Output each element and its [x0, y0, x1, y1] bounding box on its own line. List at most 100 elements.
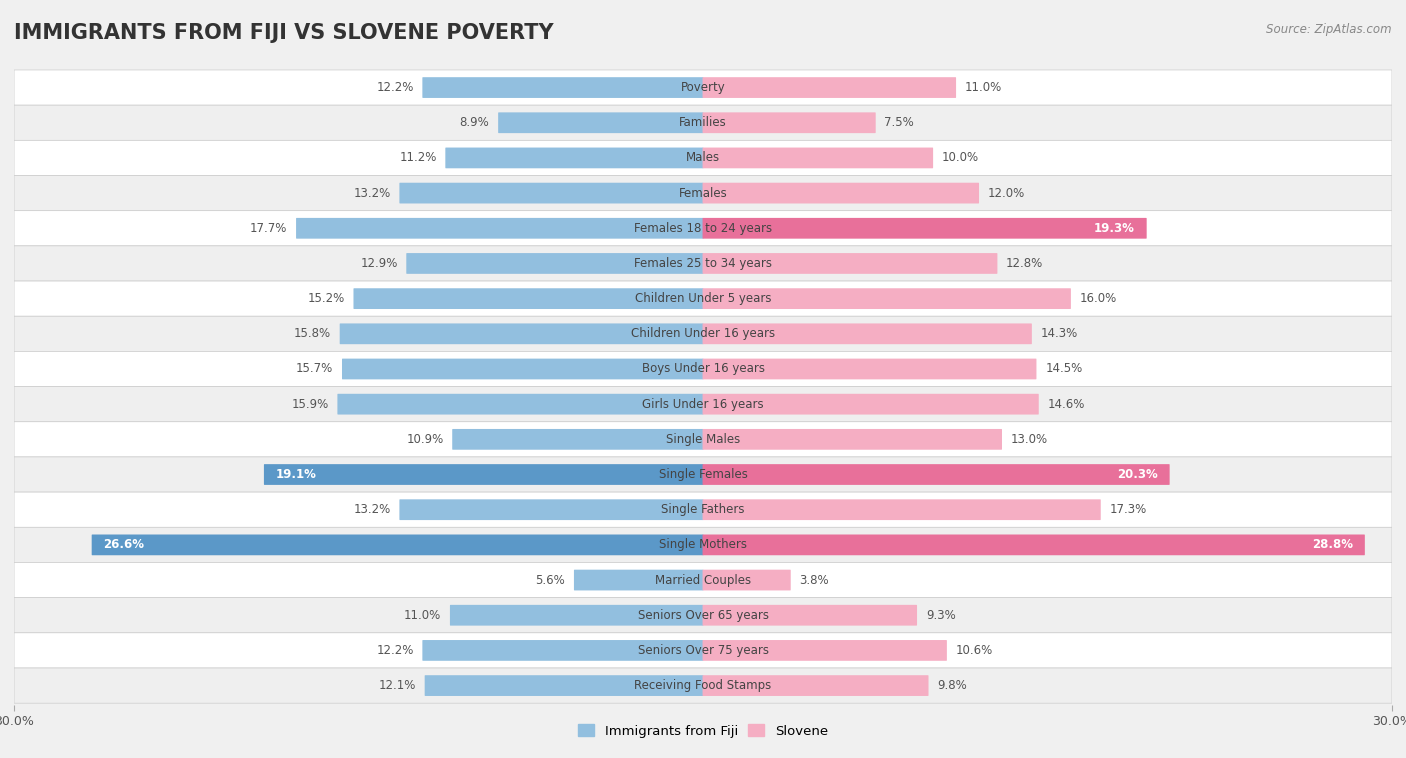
FancyBboxPatch shape	[703, 500, 1101, 520]
FancyBboxPatch shape	[406, 253, 703, 274]
Text: 16.0%: 16.0%	[1080, 292, 1116, 305]
FancyBboxPatch shape	[399, 183, 703, 203]
Text: 10.0%: 10.0%	[942, 152, 979, 164]
Text: Receiving Food Stamps: Receiving Food Stamps	[634, 679, 772, 692]
Text: 11.2%: 11.2%	[399, 152, 437, 164]
FancyBboxPatch shape	[453, 429, 703, 449]
Text: 12.8%: 12.8%	[1007, 257, 1043, 270]
FancyBboxPatch shape	[703, 77, 956, 98]
Text: 12.0%: 12.0%	[988, 186, 1025, 199]
FancyBboxPatch shape	[14, 597, 1392, 633]
FancyBboxPatch shape	[703, 394, 1039, 415]
FancyBboxPatch shape	[14, 457, 1392, 492]
Text: 13.0%: 13.0%	[1011, 433, 1047, 446]
Text: 17.7%: 17.7%	[250, 222, 287, 235]
Text: 10.9%: 10.9%	[406, 433, 443, 446]
Text: Females 18 to 24 years: Females 18 to 24 years	[634, 222, 772, 235]
Text: Children Under 16 years: Children Under 16 years	[631, 327, 775, 340]
Text: 15.2%: 15.2%	[308, 292, 344, 305]
FancyBboxPatch shape	[14, 281, 1392, 316]
FancyBboxPatch shape	[703, 148, 934, 168]
FancyBboxPatch shape	[264, 464, 703, 485]
FancyBboxPatch shape	[703, 429, 1002, 449]
Text: Females: Females	[679, 186, 727, 199]
Text: Females 25 to 34 years: Females 25 to 34 years	[634, 257, 772, 270]
Text: 20.3%: 20.3%	[1116, 468, 1157, 481]
Text: 12.1%: 12.1%	[378, 679, 416, 692]
Text: 19.3%: 19.3%	[1094, 222, 1135, 235]
Text: 13.2%: 13.2%	[353, 186, 391, 199]
FancyBboxPatch shape	[14, 211, 1392, 246]
FancyBboxPatch shape	[14, 421, 1392, 457]
FancyBboxPatch shape	[14, 176, 1392, 211]
Text: 14.5%: 14.5%	[1045, 362, 1083, 375]
FancyBboxPatch shape	[353, 288, 703, 309]
FancyBboxPatch shape	[342, 359, 703, 379]
FancyBboxPatch shape	[14, 633, 1392, 668]
Text: Single Fathers: Single Fathers	[661, 503, 745, 516]
FancyBboxPatch shape	[450, 605, 703, 625]
Text: Single Mothers: Single Mothers	[659, 538, 747, 551]
FancyBboxPatch shape	[399, 500, 703, 520]
FancyBboxPatch shape	[14, 352, 1392, 387]
Text: 11.0%: 11.0%	[404, 609, 441, 622]
FancyBboxPatch shape	[703, 253, 997, 274]
Text: 12.2%: 12.2%	[377, 81, 413, 94]
Text: Poverty: Poverty	[681, 81, 725, 94]
FancyBboxPatch shape	[703, 464, 1170, 485]
FancyBboxPatch shape	[297, 218, 703, 239]
Text: 15.7%: 15.7%	[297, 362, 333, 375]
Text: Males: Males	[686, 152, 720, 164]
FancyBboxPatch shape	[422, 77, 703, 98]
FancyBboxPatch shape	[498, 112, 703, 133]
FancyBboxPatch shape	[14, 246, 1392, 281]
FancyBboxPatch shape	[703, 605, 917, 625]
FancyBboxPatch shape	[14, 668, 1392, 703]
Text: Girls Under 16 years: Girls Under 16 years	[643, 398, 763, 411]
FancyBboxPatch shape	[340, 324, 703, 344]
FancyBboxPatch shape	[91, 534, 703, 556]
Text: 11.0%: 11.0%	[965, 81, 1002, 94]
Text: 19.1%: 19.1%	[276, 468, 316, 481]
Text: Seniors Over 75 years: Seniors Over 75 years	[637, 644, 769, 657]
Text: 15.9%: 15.9%	[291, 398, 329, 411]
Text: IMMIGRANTS FROM FIJI VS SLOVENE POVERTY: IMMIGRANTS FROM FIJI VS SLOVENE POVERTY	[14, 23, 554, 42]
Text: Seniors Over 65 years: Seniors Over 65 years	[637, 609, 769, 622]
Text: 28.8%: 28.8%	[1312, 538, 1353, 551]
FancyBboxPatch shape	[703, 218, 1147, 239]
Text: 26.6%: 26.6%	[104, 538, 145, 551]
FancyBboxPatch shape	[703, 324, 1032, 344]
FancyBboxPatch shape	[14, 528, 1392, 562]
FancyBboxPatch shape	[703, 359, 1036, 379]
FancyBboxPatch shape	[425, 675, 703, 696]
FancyBboxPatch shape	[14, 316, 1392, 352]
Text: 15.8%: 15.8%	[294, 327, 330, 340]
FancyBboxPatch shape	[14, 140, 1392, 176]
Text: Boys Under 16 years: Boys Under 16 years	[641, 362, 765, 375]
Text: 3.8%: 3.8%	[800, 574, 830, 587]
Text: Children Under 5 years: Children Under 5 years	[634, 292, 772, 305]
FancyBboxPatch shape	[703, 288, 1071, 309]
FancyBboxPatch shape	[14, 387, 1392, 421]
Text: Married Couples: Married Couples	[655, 574, 751, 587]
FancyBboxPatch shape	[703, 112, 876, 133]
Text: 8.9%: 8.9%	[460, 116, 489, 130]
FancyBboxPatch shape	[703, 534, 1365, 556]
Text: Families: Families	[679, 116, 727, 130]
Text: 10.6%: 10.6%	[956, 644, 993, 657]
Text: 7.5%: 7.5%	[884, 116, 914, 130]
Text: 12.2%: 12.2%	[377, 644, 413, 657]
FancyBboxPatch shape	[703, 675, 928, 696]
FancyBboxPatch shape	[14, 562, 1392, 597]
Text: Single Males: Single Males	[666, 433, 740, 446]
FancyBboxPatch shape	[703, 570, 790, 590]
Text: 12.9%: 12.9%	[360, 257, 398, 270]
FancyBboxPatch shape	[703, 183, 979, 203]
Text: Source: ZipAtlas.com: Source: ZipAtlas.com	[1267, 23, 1392, 36]
FancyBboxPatch shape	[14, 105, 1392, 140]
FancyBboxPatch shape	[422, 640, 703, 661]
Legend: Immigrants from Fiji, Slovene: Immigrants from Fiji, Slovene	[572, 719, 834, 743]
Text: Single Females: Single Females	[658, 468, 748, 481]
FancyBboxPatch shape	[14, 492, 1392, 528]
FancyBboxPatch shape	[446, 148, 703, 168]
